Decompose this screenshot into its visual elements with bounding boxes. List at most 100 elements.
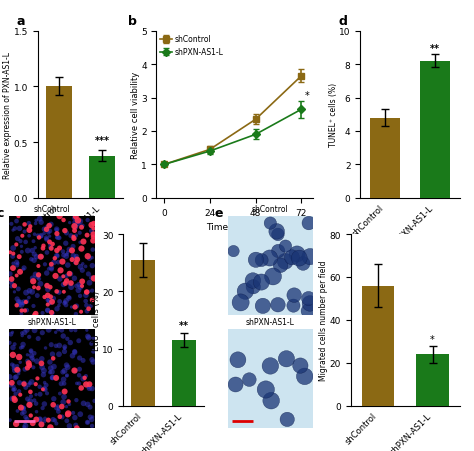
Point <box>43 282 51 290</box>
Point <box>11 396 18 404</box>
Point <box>7 381 14 388</box>
Point <box>88 423 96 430</box>
Point <box>55 302 63 309</box>
Point <box>27 398 34 405</box>
Point <box>45 297 53 304</box>
Point <box>14 363 21 370</box>
Point <box>86 404 94 411</box>
Point <box>40 243 47 250</box>
Point <box>88 222 95 229</box>
Point <box>8 379 16 387</box>
Point <box>55 408 62 415</box>
Point <box>22 422 29 429</box>
Point <box>12 241 20 249</box>
Point <box>72 213 80 221</box>
Point <box>18 332 26 339</box>
Point <box>54 289 62 296</box>
Point <box>43 236 50 244</box>
Point <box>90 335 97 342</box>
Point <box>53 230 61 238</box>
Point <box>81 374 89 382</box>
Point <box>38 329 46 336</box>
Point <box>41 294 48 301</box>
Point <box>10 282 18 290</box>
Point <box>9 227 17 234</box>
Point <box>51 255 59 262</box>
Point <box>10 395 18 402</box>
Point <box>53 420 60 427</box>
Point <box>82 381 90 388</box>
Point <box>19 344 27 351</box>
Point <box>90 231 97 239</box>
Point <box>77 284 84 291</box>
Text: b: b <box>128 15 137 28</box>
Point <box>84 333 91 340</box>
Point <box>13 296 21 303</box>
Point <box>89 297 96 304</box>
Point <box>83 289 91 296</box>
Point <box>71 304 79 311</box>
Point <box>47 341 55 349</box>
Point <box>283 416 291 423</box>
Point <box>79 267 86 274</box>
Point <box>20 405 27 413</box>
Point <box>73 260 80 267</box>
Point <box>53 288 61 295</box>
Point <box>63 362 70 369</box>
Point <box>62 240 70 247</box>
Point <box>64 364 72 371</box>
Point <box>66 220 73 227</box>
Point <box>22 414 29 421</box>
Point <box>30 238 37 245</box>
Point <box>23 327 31 334</box>
Point <box>63 372 71 379</box>
Point <box>10 383 18 391</box>
Point <box>43 270 51 277</box>
Point <box>64 411 72 418</box>
Point <box>60 376 67 383</box>
Point <box>73 396 80 404</box>
Point <box>297 362 304 369</box>
Point <box>21 366 29 373</box>
Text: shPXN-AS1-L: shPXN-AS1-L <box>27 317 77 326</box>
Point <box>259 303 267 310</box>
Point <box>71 414 79 421</box>
Point <box>84 253 91 260</box>
Point <box>47 261 55 268</box>
Point <box>6 249 14 256</box>
Point <box>22 239 29 246</box>
Point <box>56 390 64 397</box>
Point <box>84 419 91 426</box>
Point <box>249 277 257 285</box>
Point <box>54 234 62 241</box>
Point <box>76 218 84 226</box>
Point <box>63 277 71 285</box>
Point <box>47 365 55 372</box>
Point <box>76 366 83 373</box>
Point <box>59 273 67 280</box>
Point <box>89 413 97 420</box>
Point <box>67 284 75 291</box>
Point <box>32 391 40 398</box>
Point <box>55 259 62 266</box>
Point <box>15 213 22 221</box>
Point <box>30 251 38 258</box>
Point <box>22 384 29 391</box>
Point <box>40 385 48 392</box>
Point <box>76 354 83 362</box>
Point <box>63 298 70 305</box>
Point <box>85 305 92 313</box>
Point <box>49 351 56 358</box>
Point <box>37 420 45 428</box>
Point <box>41 226 48 233</box>
Bar <box>172 340 196 406</box>
Point <box>20 405 27 412</box>
Point <box>37 360 45 367</box>
Point <box>84 419 91 426</box>
Point <box>19 404 27 411</box>
Point <box>306 300 314 307</box>
Point <box>78 245 85 253</box>
Point <box>75 281 83 289</box>
Point <box>72 327 79 334</box>
Point <box>15 354 23 361</box>
